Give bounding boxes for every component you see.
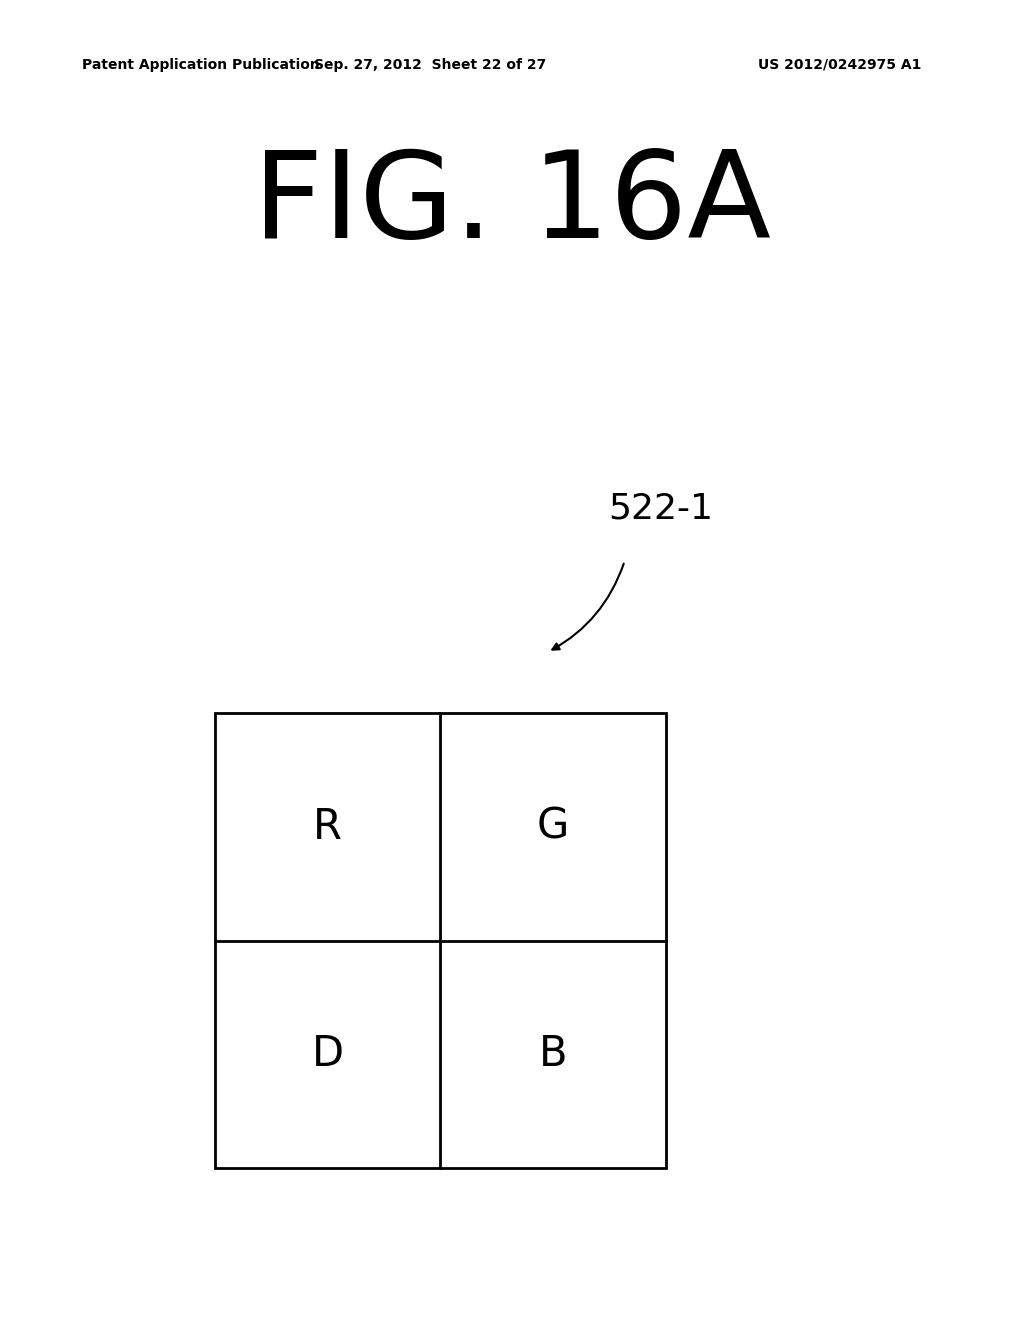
Bar (215, 713, 666, 1168)
Text: G: G (537, 805, 569, 847)
Text: 522-1: 522-1 (608, 491, 713, 525)
Text: US 2012/0242975 A1: US 2012/0242975 A1 (758, 58, 922, 71)
Text: B: B (539, 1034, 567, 1076)
Text: D: D (311, 1034, 344, 1076)
Text: Patent Application Publication: Patent Application Publication (82, 58, 319, 71)
Text: Sep. 27, 2012  Sheet 22 of 27: Sep. 27, 2012 Sheet 22 of 27 (314, 58, 546, 71)
Text: FIG. 16A: FIG. 16A (253, 147, 771, 263)
Text: R: R (313, 805, 342, 847)
